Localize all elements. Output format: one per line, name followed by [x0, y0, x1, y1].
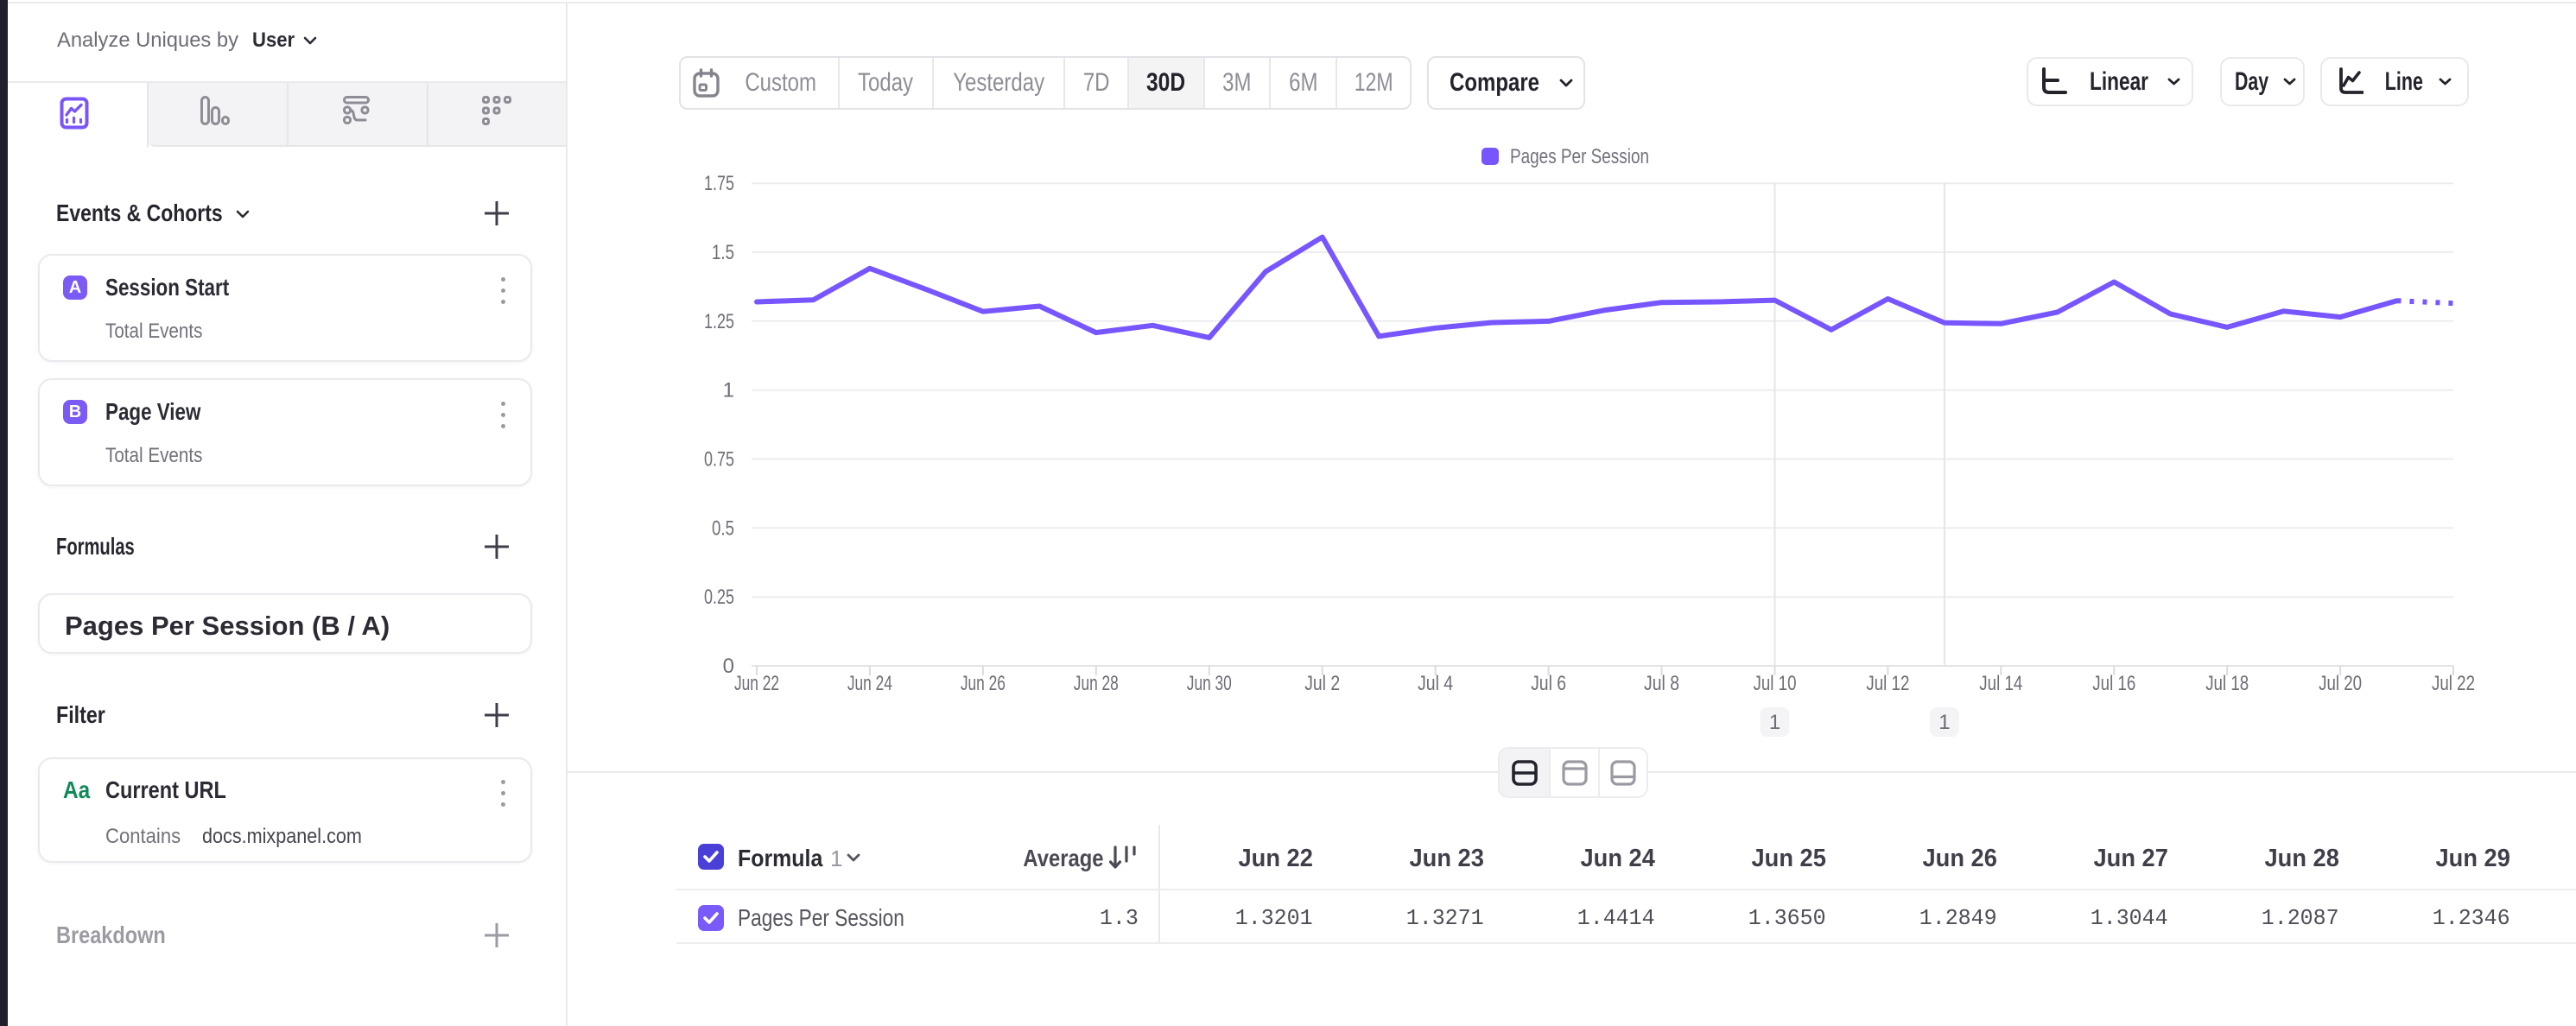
- svg-text:0: 0: [723, 655, 734, 678]
- svg-text:1.25: 1.25: [704, 310, 734, 333]
- svg-text:Jul 8: Jul 8: [1644, 672, 1679, 695]
- svg-text:Jun 24: Jun 24: [847, 672, 892, 695]
- svg-text:Jul 22: Jul 22: [2432, 672, 2475, 695]
- svg-text:Jul 10: Jul 10: [1754, 672, 1797, 695]
- svg-text:Jul 6: Jul 6: [1531, 672, 1566, 695]
- svg-text:Jun 26: Jun 26: [961, 672, 1006, 695]
- svg-text:Pages Per Session: Pages Per Session: [1510, 145, 1649, 168]
- svg-text:Jul 4: Jul 4: [1418, 672, 1453, 695]
- svg-text:1: 1: [1938, 711, 1950, 734]
- svg-text:Jul 18: Jul 18: [2205, 672, 2249, 695]
- svg-text:0.5: 0.5: [712, 516, 734, 540]
- svg-text:0.25: 0.25: [704, 586, 734, 609]
- svg-text:1: 1: [1769, 711, 1780, 734]
- svg-text:Jul 16: Jul 16: [2092, 672, 2135, 695]
- svg-text:Jul 12: Jul 12: [1866, 672, 1909, 695]
- svg-text:1: 1: [723, 379, 734, 402]
- svg-text:Jun 22: Jun 22: [734, 672, 779, 695]
- svg-text:1.75: 1.75: [704, 172, 734, 195]
- svg-text:Jul 2: Jul 2: [1304, 672, 1340, 695]
- svg-text:Jun 28: Jun 28: [1074, 672, 1119, 695]
- svg-text:1.5: 1.5: [712, 241, 734, 264]
- svg-text:Jun 30: Jun 30: [1187, 672, 1232, 695]
- svg-text:0.75: 0.75: [704, 448, 734, 472]
- svg-text:Jul 14: Jul 14: [1979, 672, 2022, 695]
- svg-text:Jul 20: Jul 20: [2319, 672, 2362, 695]
